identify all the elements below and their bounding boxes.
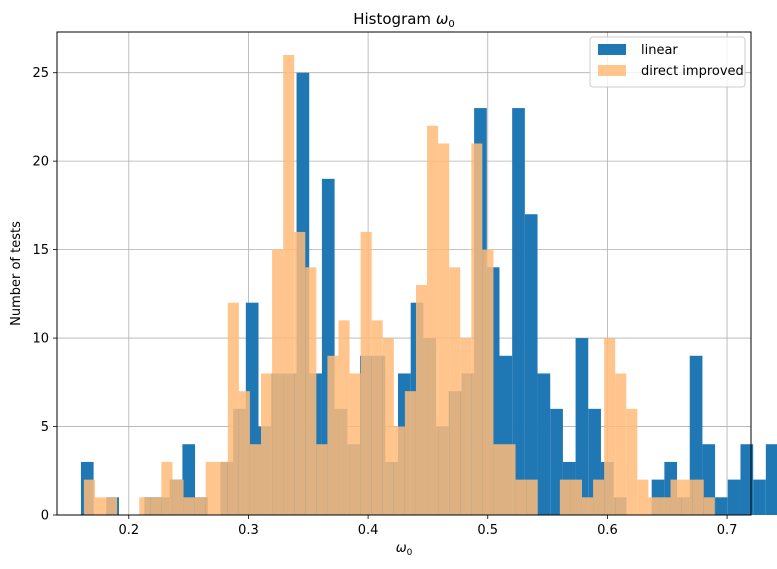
x-tick-label-0: 0.2 (118, 523, 139, 538)
bar-direct-improved-54 (681, 479, 693, 515)
bar-direct-improved-30 (415, 285, 428, 515)
bar-direct-improved-0 (83, 479, 95, 515)
ticks-layer: 0.2 0.3 0.4 0.5 0.6 0.7 0 5 10 15 20 25 (32, 66, 737, 538)
bar-direct-improved-26 (371, 320, 383, 515)
bar-direct-improved-17 (272, 249, 284, 515)
bar-direct-improved-37 (493, 444, 505, 515)
legend-box (589, 36, 746, 88)
bar-direct-improved-46 (593, 479, 605, 515)
bar-direct-improved-10 (194, 497, 206, 515)
x-tick-label-1: 0.3 (238, 523, 259, 538)
y-tick-label-0: 0 (41, 509, 49, 524)
bar-direct-improved-2 (106, 497, 118, 515)
bar-direct-improved-13 (227, 302, 239, 515)
bar-direct-improved-52 (659, 497, 671, 515)
bar-direct-improved-56 (703, 497, 715, 515)
x-axis-title: ω0 (396, 541, 413, 558)
bar-direct-improved-44 (570, 479, 582, 515)
legend-label-direct-improved: direct improved (641, 64, 744, 79)
x-tick-label-3: 0.5 (477, 523, 498, 538)
bar-direct-improved-14 (238, 391, 250, 515)
bar-direct-improved-29 (404, 391, 416, 515)
bar-direct-improved-33 (449, 267, 461, 515)
bar-linear-36 (537, 373, 551, 515)
bar-direct-improved-36 (482, 249, 494, 515)
y-axis-title: Number of tests (9, 221, 24, 326)
bar-direct-improved-15 (249, 444, 262, 515)
series-direct-improved (83, 55, 715, 516)
bar-direct-improved-55 (692, 479, 704, 515)
bar-linear-51 (727, 479, 741, 515)
bar-direct-improved-32 (438, 143, 450, 515)
bar-direct-improved-16 (261, 373, 273, 515)
chart-title: Histogram ω0 (353, 10, 455, 30)
plot-frame (56, 31, 752, 516)
bar-direct-improved-7 (161, 461, 173, 515)
bar-direct-improved-1 (94, 497, 107, 515)
bar-linear-52 (740, 444, 754, 515)
bar-direct-improved-50 (637, 479, 649, 515)
bar-direct-improved-5 (139, 497, 151, 515)
bar-direct-improved-12 (216, 461, 228, 515)
y-tick-label-4: 20 (32, 155, 49, 170)
bar-direct-improved-28 (393, 426, 405, 515)
bar-direct-improved-9 (183, 497, 195, 515)
bar-direct-improved-18 (283, 55, 295, 515)
bar-direct-improved-22 (327, 355, 339, 515)
bar-direct-improved-34 (460, 338, 472, 515)
bar-direct-improved-43 (559, 479, 571, 515)
bar-linear-35 (524, 214, 538, 515)
bar-direct-improved-20 (305, 267, 317, 515)
bar-direct-improved-24 (349, 373, 361, 515)
bar-linear-48 (689, 355, 703, 515)
bars-layer (80, 55, 777, 516)
bar-direct-improved-19 (294, 231, 306, 515)
bar-direct-improved-27 (382, 338, 394, 515)
legend-label-linear: linear (641, 43, 678, 58)
bar-direct-improved-47 (604, 338, 616, 515)
bar-direct-improved-35 (471, 143, 483, 515)
bar-linear-37 (550, 408, 563, 515)
x-tick-label-2: 0.4 (358, 523, 379, 538)
bar-direct-improved-39 (515, 479, 527, 515)
bar-direct-improved-8 (172, 479, 184, 515)
bar-linear-53 (753, 479, 766, 515)
legend-swatch-linear (598, 44, 626, 55)
legend-swatch-direct-improved (598, 65, 626, 76)
bar-direct-improved-45 (581, 497, 594, 515)
y-tick-label-5: 25 (32, 66, 49, 81)
bar-direct-improved-53 (670, 479, 682, 515)
bar-direct-improved-38 (504, 444, 516, 515)
bar-direct-improved-11 (205, 461, 217, 515)
legend: linear direct improved (589, 36, 746, 88)
x-tick-label-5: 0.7 (717, 523, 738, 538)
bar-direct-improved-31 (427, 125, 439, 516)
bar-direct-improved-40 (526, 479, 538, 515)
bar-direct-improved-23 (338, 320, 350, 515)
bar-direct-improved-51 (648, 497, 660, 515)
bar-direct-improved-21 (316, 444, 328, 515)
bar-direct-improved-25 (360, 231, 372, 515)
bar-direct-improved-48 (615, 373, 627, 515)
bar-direct-improved-6 (150, 497, 162, 515)
y-tick-label-3: 15 (32, 243, 49, 258)
x-tick-label-4: 0.6 (597, 523, 618, 538)
bar-linear-54 (765, 444, 777, 515)
bar-linear-50 (715, 497, 728, 515)
y-tick-label-1: 5 (41, 420, 49, 435)
bar-linear-34 (512, 108, 525, 516)
y-tick-label-2: 10 (32, 332, 49, 347)
bar-direct-improved-49 (626, 408, 638, 515)
bar-linear-39 (575, 338, 589, 515)
